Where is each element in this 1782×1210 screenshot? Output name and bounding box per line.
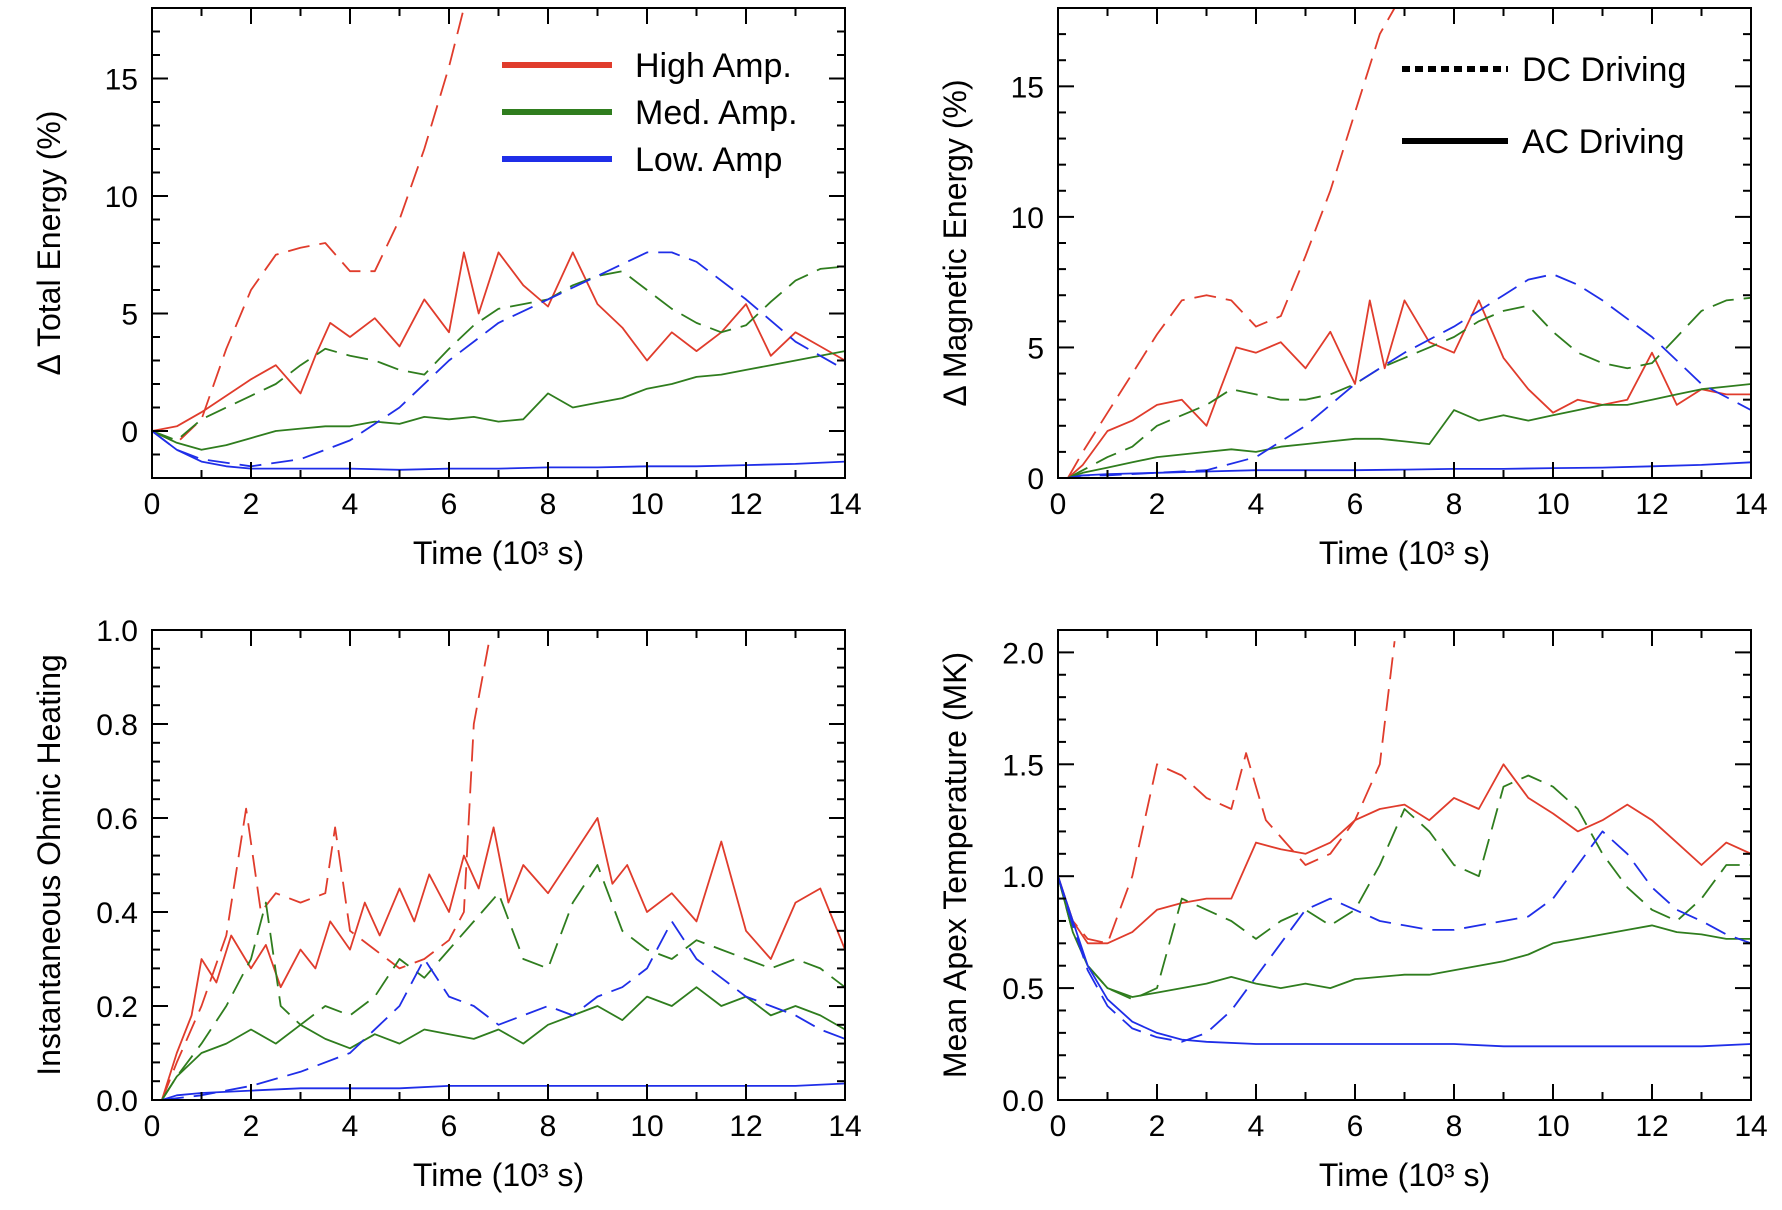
y-tick-label: 5 [1027,332,1044,365]
y-tick-label: 10 [105,181,138,214]
y-tick-label: 0 [1027,463,1044,496]
y-tick-label: 0.4 [96,897,138,930]
x-tick-label: 4 [342,488,359,521]
x-tick-label: 10 [1536,488,1569,521]
x-tick-label: 6 [1347,1110,1364,1143]
x-tick-label: 10 [1536,1110,1569,1143]
legend-label: Low. Amp [635,141,782,179]
series-line-high-amp-dashed [161,643,490,1100]
y-tick-label: 0 [121,416,138,449]
x-tick-label: 8 [540,488,557,521]
series-line-med-amp-dashed [152,265,845,442]
x-tick-label: 2 [243,1110,260,1143]
legend-label: High Amp. [635,47,792,85]
y-tick-label: 1.0 [96,615,138,648]
x-tick-label: 14 [828,1110,861,1143]
y-tick-label: 0.2 [96,991,138,1024]
legend-driving: DC Driving AC Driving [1402,51,1686,161]
legend-amplitude: High Amp. Med. Amp. Low. Amp [502,47,798,179]
x-tick-label: 8 [1446,1110,1463,1143]
x-tick-label: 6 [441,488,458,521]
x-tick-label: 14 [1734,1110,1767,1143]
series-line-low-amp-solid [1058,875,1751,1048]
x-tick-label: 14 [828,488,861,521]
x-tick-label: 8 [540,1110,557,1143]
series-line-low-amp-dashed [1058,830,1751,1043]
x-axis-label: Time (10³ s) [1319,1157,1490,1193]
series-line-low-amp-dashed [152,251,845,468]
y-tick-label: 0.6 [96,803,138,836]
legend-label: Med. Amp. [635,94,798,132]
series-line-high-amp-dashed [152,8,465,444]
x-tick-label: 0 [1050,1110,1067,1143]
series-line-low-amp-dashed [161,920,845,1100]
x-axis-label: Time (10³ s) [1319,535,1490,571]
x-tick-label: 4 [342,1110,359,1143]
x-tick-label: 4 [1248,488,1265,521]
series-group [1058,641,1751,1048]
series-line-high-amp-dashed [1058,641,1396,945]
y-axis-label: Δ Magnetic Energy (%) [937,79,973,406]
x-tick-label: 2 [1149,488,1166,521]
x-tick-label: 12 [729,1110,762,1143]
series-line-med-amp-solid [152,350,845,451]
series-line-med-amp-dashed [1067,296,1751,478]
plot-frame [1057,629,1752,1101]
y-axis-label: Instantaneous Ohmic Heating [31,654,67,1076]
legend-label: DC Driving [1522,51,1686,89]
y-tick-label: 1.0 [1002,861,1044,894]
series-line-high-amp-solid [1067,299,1751,478]
x-tick-label: 12 [729,488,762,521]
panel-ohmic-heating: 0 2 4 6 8 10 12 14 0.0 0.2 0.4 0.6 0.8 1.0 Time (10³ s… [31,615,862,1193]
panel-total-energy: 0 2 4 6 8 10 12 14 0 5 10 15 Time (10³ s) Δ Total Ene… [31,7,862,571]
x-tick-label: 2 [1149,1110,1166,1143]
y-tick-label: 0.5 [1002,973,1044,1006]
x-tick-label: 8 [1446,488,1463,521]
x-tick-label: 6 [441,1110,458,1143]
series-line-med-amp-solid [161,986,845,1100]
y-tick-label: 15 [105,64,138,97]
x-tick-label: 12 [1635,1110,1668,1143]
series-line-low-amp-solid [161,1082,845,1100]
series-line-low-amp-solid [1067,461,1751,478]
x-axis-label: Time (10³ s) [413,535,584,571]
y-axis-label: Mean Apex Temperature (MK) [937,652,973,1078]
x-tick-label: 0 [144,1110,161,1143]
x-tick-label: 10 [630,1110,663,1143]
series-line-high-amp-solid [161,817,845,1100]
x-tick-label: 10 [630,488,663,521]
x-tick-label: 14 [1734,488,1767,521]
series-group [161,643,845,1100]
series-line-med-amp-dashed [161,864,845,1100]
x-tick-label: 4 [1248,1110,1265,1143]
y-tick-label: 2.0 [1002,637,1044,670]
x-tick-label: 6 [1347,488,1364,521]
y-tick-label: 0.0 [1002,1085,1044,1118]
panel-magnetic-energy: 0 2 4 6 8 10 12 14 0 5 10 15 Time (10³ s) Δ Magnetic … [937,7,1768,571]
y-tick-label: 0.0 [96,1085,138,1118]
series-line-high-amp-solid [152,251,845,432]
y-tick-label: 0.8 [96,709,138,742]
y-tick-label: 10 [1011,202,1044,235]
x-tick-label: 0 [1050,488,1067,521]
y-axis-label: Δ Total Energy (%) [31,110,67,375]
panel-apex-temperature: 0 2 4 6 8 10 12 14 0.0 0.5 1.0 1.5 2.0 Time (10³ s) Me… [937,629,1768,1193]
x-tick-label: 0 [144,488,161,521]
legend-label: AC Driving [1522,123,1684,161]
x-axis-label: Time (10³ s) [413,1157,584,1193]
x-tick-label: 2 [243,488,260,521]
series-group [1067,8,1751,478]
y-tick-label: 5 [121,299,138,332]
y-tick-label: 1.5 [1002,749,1044,782]
series-line-med-amp-solid [1058,875,1751,998]
series-line-high-amp-solid [1058,763,1751,945]
series-line-med-amp-dashed [1058,774,1751,1001]
series-line-low-amp-dashed [1067,273,1751,478]
y-tick-label: 15 [1011,71,1044,104]
x-tick-label: 12 [1635,488,1668,521]
series-line-high-amp-dashed [1067,8,1396,478]
series-line-med-amp-solid [1067,383,1751,478]
